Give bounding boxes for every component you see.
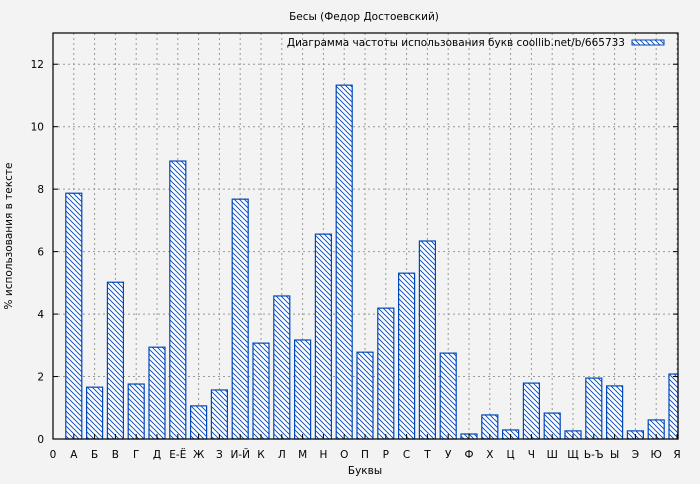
chart-title: Бесы (Федор Достоевский) (289, 11, 439, 23)
x-tick-label: Х (486, 449, 493, 461)
x-tick-label: П (361, 449, 369, 461)
y-tick-label: 2 (37, 372, 44, 384)
bar (148, 346, 166, 440)
x-tick-label: Ь-Ъ (584, 449, 604, 461)
bar (65, 192, 83, 440)
y-tick-label: 10 (31, 122, 44, 134)
bar (85, 386, 104, 440)
bar (605, 385, 624, 440)
bar (398, 272, 416, 440)
x-tick-label: Р (383, 449, 389, 461)
bar (252, 342, 270, 440)
x-tick-label: В (112, 449, 119, 461)
x-tick-label: Ю (651, 449, 662, 461)
bar (418, 240, 436, 440)
x-tick-label: Е-Ё (169, 448, 186, 461)
x-axis-label: Буквы (348, 465, 382, 477)
legend-label: Диаграмма частоты использования букв coo… (287, 37, 625, 49)
x-tick-label: Ж (193, 449, 205, 461)
x-tick-label: Д (153, 449, 161, 461)
bar (522, 382, 541, 440)
bar (356, 351, 374, 440)
x-tick-label: У (445, 449, 452, 461)
x-tick-label: Б (91, 449, 98, 461)
bar (377, 307, 395, 440)
bar (210, 389, 228, 440)
x-tick-label: Ш (547, 449, 558, 461)
y-axis-label: % использования в тексте (3, 163, 15, 310)
bar (169, 160, 187, 440)
x-tick-label: М (298, 449, 307, 461)
x-tick-label: И-Й (230, 448, 250, 461)
x-tick-label: З (216, 449, 223, 461)
x-tick-label: Щ (567, 449, 579, 461)
x-tick-label: О (340, 449, 348, 461)
bar (106, 281, 125, 440)
y-tick-label: 6 (37, 247, 44, 259)
x-tick-label: Э (632, 449, 639, 461)
bar (273, 295, 291, 440)
bar (294, 339, 312, 440)
x-tick-label: К (257, 449, 265, 461)
x-tick-label: Ы (610, 449, 619, 461)
y-tick-label: 0 (37, 434, 44, 446)
bar (127, 383, 145, 440)
x-tick-label: Т (423, 449, 431, 461)
x-tick-label: Я (673, 449, 680, 461)
x-tick-label: С (403, 449, 410, 461)
bar (439, 352, 457, 440)
bar (585, 377, 603, 440)
legend: Диаграмма частоты использования букв coo… (287, 37, 665, 49)
x-tick-label: Н (319, 449, 327, 461)
bar (231, 198, 249, 440)
x-tick-label: Л (278, 449, 286, 461)
legend-swatch (631, 39, 665, 46)
x-tick-label: Ф (464, 449, 473, 461)
y-tick-label: 8 (37, 184, 44, 196)
x-tick-label: Ц (507, 449, 515, 461)
x-tick-label: А (70, 449, 78, 461)
bar (668, 373, 679, 440)
x-tick-label: Г (133, 449, 139, 461)
x-origin-label: 0 (50, 449, 57, 461)
bar (314, 233, 332, 440)
y-tick-label: 12 (31, 59, 44, 71)
y-tick-label: 4 (37, 309, 44, 321)
x-tick-label: Ч (528, 449, 535, 461)
bar (335, 84, 353, 440)
